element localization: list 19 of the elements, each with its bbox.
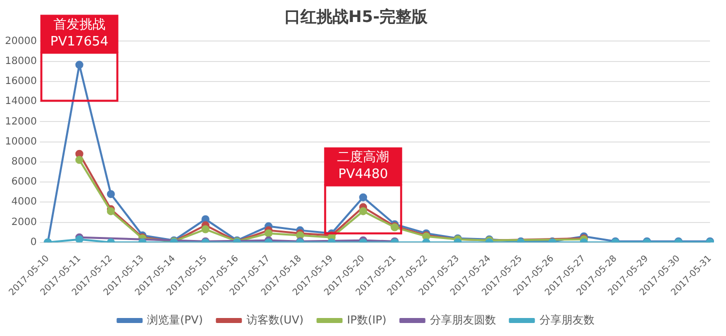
- y-tick-label: 16000: [5, 76, 37, 88]
- legend-label: IP数(IP): [347, 313, 386, 326]
- y-tick-label: 6000: [11, 176, 37, 188]
- legend-label: 分享朋友圆数: [430, 313, 496, 326]
- y-tick-label: 10000: [5, 136, 37, 148]
- annotation: 首发挑战 PV17654: [50, 18, 108, 50]
- legend-label: 分享朋友数: [539, 313, 594, 326]
- annotation: 二度高潮 PV4480: [337, 149, 390, 182]
- chart-title: 口红挑战H5-完整版: [284, 6, 429, 26]
- y-tick-label: 20000: [5, 36, 37, 47]
- y-tick-label: 14000: [5, 96, 37, 108]
- y-tick-label: 2000: [11, 216, 37, 228]
- y-tick-label: 8000: [11, 156, 37, 168]
- legend-label: 访客数(UV): [246, 313, 304, 326]
- y-tick-label: 4000: [11, 196, 37, 208]
- y-tick-label: 0: [30, 236, 37, 248]
- y-tick-label: 12000: [5, 116, 37, 128]
- y-tick-label: 18000: [5, 56, 37, 67]
- legend-label: 浏览量(PV): [147, 313, 203, 326]
